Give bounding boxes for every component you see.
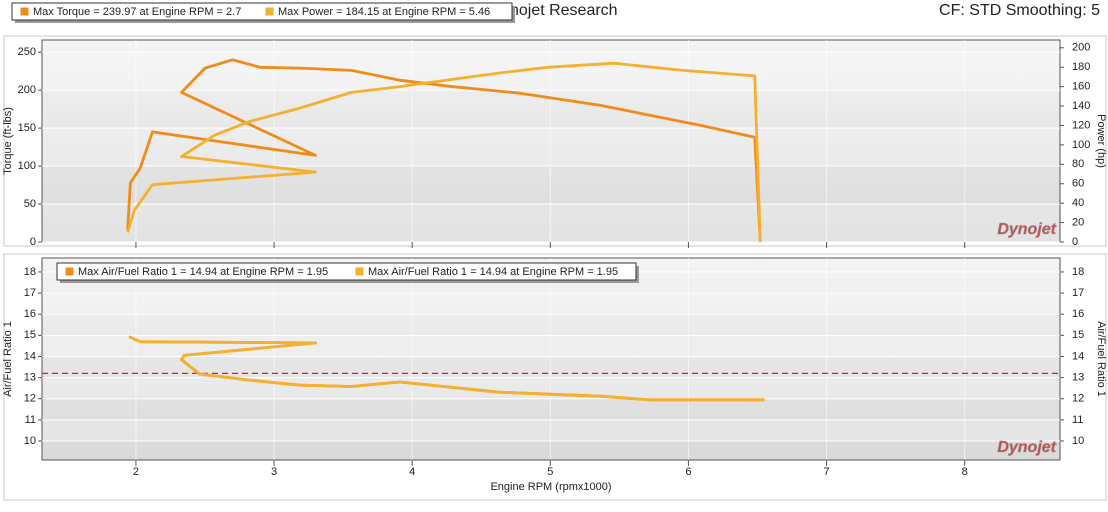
watermark: Dynojet xyxy=(997,439,1056,456)
legend-label: Max Air/Fuel Ratio 1 = 14.94 at Engine R… xyxy=(368,266,618,278)
grid-band xyxy=(43,52,1059,91)
y-axis-label: Torque (ft-lbs) xyxy=(2,107,14,175)
y2-axis-label: Power (hp) xyxy=(1095,114,1107,168)
x-tick-label: 5 xyxy=(547,466,553,478)
y2-tick-label: 11 xyxy=(1072,414,1083,426)
x-tick-label: 4 xyxy=(409,466,415,478)
x-tick-label: 6 xyxy=(685,466,691,478)
y2-tick-label: 60 xyxy=(1072,178,1084,190)
panel-frame xyxy=(3,253,1107,501)
y2-tick-label: 15 xyxy=(1072,329,1084,341)
y-tick-label: 100 xyxy=(18,160,36,172)
y-tick-label: 12 xyxy=(24,393,36,405)
x-tick-label: 7 xyxy=(824,466,830,478)
y2-axis-label: Air/Fuel Ratio 1 xyxy=(1095,321,1107,397)
plot-area xyxy=(41,257,1061,461)
title: Dynojet Research xyxy=(490,2,617,19)
y2-tick-label: 16 xyxy=(1072,308,1084,320)
y2-tick-label: 140 xyxy=(1072,100,1090,112)
x-tick-label: 2 xyxy=(133,466,139,478)
x-axis-label: Engine RPM (rpmx1000) xyxy=(490,481,611,493)
legend-marker xyxy=(19,6,30,17)
x-tick-label: 8 xyxy=(962,466,968,478)
legend-marker xyxy=(264,6,275,17)
y2-tick-label: 100 xyxy=(1072,139,1090,151)
y2-tick-label: 200 xyxy=(1072,42,1090,54)
grid-band xyxy=(43,204,1059,242)
series-line xyxy=(126,61,762,243)
legend-marker xyxy=(354,266,365,277)
watermark: Dynojet xyxy=(997,221,1056,238)
y2-tick-label: 12 xyxy=(1072,393,1084,405)
legend-label: Max Air/Fuel Ratio 1 = 14.94 at Engine R… xyxy=(78,266,328,278)
y-tick-label: 16 xyxy=(24,308,36,320)
y-axis-label: Air/Fuel Ratio 1 xyxy=(2,321,14,397)
y2-tick-label: 18 xyxy=(1072,266,1084,278)
grid-band xyxy=(43,293,1059,315)
grid-band xyxy=(43,377,1059,399)
y-tick-label: 0 xyxy=(30,236,36,248)
legend xyxy=(56,262,637,281)
y-tick-label: 250 xyxy=(18,46,36,58)
y2-tick-label: 10 xyxy=(1072,435,1084,447)
y2-tick-label: 14 xyxy=(1072,350,1084,362)
y2-tick-label: 120 xyxy=(1072,119,1090,131)
y2-tick-label: 160 xyxy=(1072,81,1090,93)
series-line xyxy=(128,335,765,402)
info: CF: STD Smoothing: 5 xyxy=(939,2,1100,19)
x-tick-label: 3 xyxy=(271,466,277,478)
y2-tick-label: 17 xyxy=(1072,287,1084,299)
y2-tick-label: 0 xyxy=(1072,236,1078,248)
grid-band xyxy=(43,335,1059,357)
y-tick-label: 150 xyxy=(18,122,36,134)
series-line xyxy=(126,58,762,243)
y-tick-label: 200 xyxy=(18,84,36,96)
y2-tick-label: 180 xyxy=(1072,61,1090,73)
legend xyxy=(11,2,513,21)
y2-tick-label: 80 xyxy=(1072,158,1084,170)
legend-label: Max Torque = 239.97 at Engine RPM = 2.7 xyxy=(33,6,241,18)
y-tick-label: 15 xyxy=(24,329,36,341)
grid-band xyxy=(43,419,1059,441)
legend-label: Max Power = 184.15 at Engine RPM = 5.46 xyxy=(278,6,490,18)
y-tick-label: 50 xyxy=(24,198,36,210)
y2-tick-label: 20 xyxy=(1072,216,1084,228)
y-tick-label: 11 xyxy=(25,414,36,426)
y-tick-label: 18 xyxy=(24,266,36,278)
y-tick-label: 17 xyxy=(24,287,36,299)
legend-marker xyxy=(64,266,75,277)
y2-tick-label: 13 xyxy=(1072,372,1084,384)
y-tick-label: 13 xyxy=(24,372,36,384)
y2-tick-label: 40 xyxy=(1072,197,1084,209)
y-tick-label: 14 xyxy=(24,350,36,362)
panel-frame xyxy=(3,35,1107,247)
y-tick-label: 10 xyxy=(24,435,36,447)
